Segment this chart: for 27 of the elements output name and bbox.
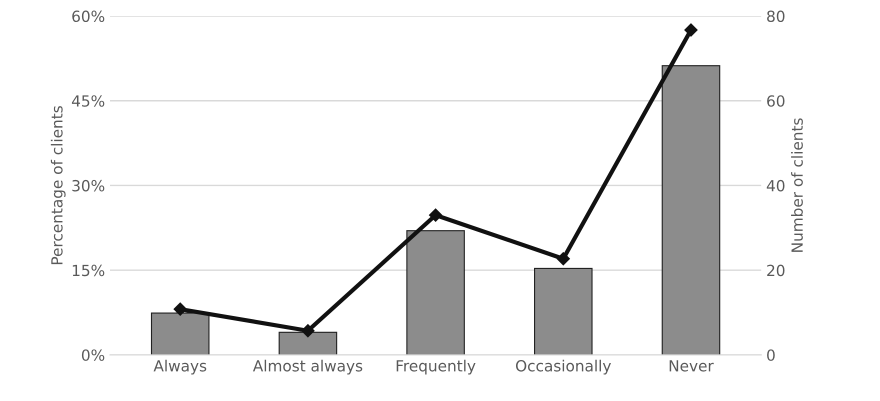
- x-tick-label: Never: [670, 360, 714, 372]
- y-tick-label: 45%: [72, 95, 104, 107]
- bar: [534, 268, 593, 355]
- point: [429, 208, 442, 222]
- y2-tick-label: 20: [767, 264, 784, 276]
- x-tick-label: Always: [154, 360, 206, 375]
- y-tick-label: 0%: [82, 349, 104, 361]
- y-tick-label: 60%: [72, 10, 104, 22]
- bar: [150, 312, 210, 355]
- y-axis-title: Percentage of clients: [50, 106, 66, 264]
- y2-tick-label: 80: [767, 10, 784, 22]
- y2-tick-label: 0: [767, 349, 775, 361]
- bar: [278, 332, 338, 355]
- bar: [406, 230, 465, 355]
- point: [684, 23, 698, 37]
- point: [556, 252, 570, 266]
- point: [301, 324, 314, 338]
- x-tick-label: Almost always: [252, 360, 362, 375]
- y-tick-label: 15%: [72, 264, 104, 276]
- x-tick-label: Occasionally: [516, 360, 611, 375]
- y2-axis-title: Number of clients: [791, 118, 803, 252]
- y2-tick-label: 60: [767, 95, 784, 107]
- point: [174, 302, 187, 316]
- bar: [662, 65, 720, 355]
- y2-tick-label: 40: [766, 180, 784, 192]
- y-tick-label: 30%: [72, 180, 104, 192]
- x-tick-label: Frequently: [396, 360, 476, 375]
